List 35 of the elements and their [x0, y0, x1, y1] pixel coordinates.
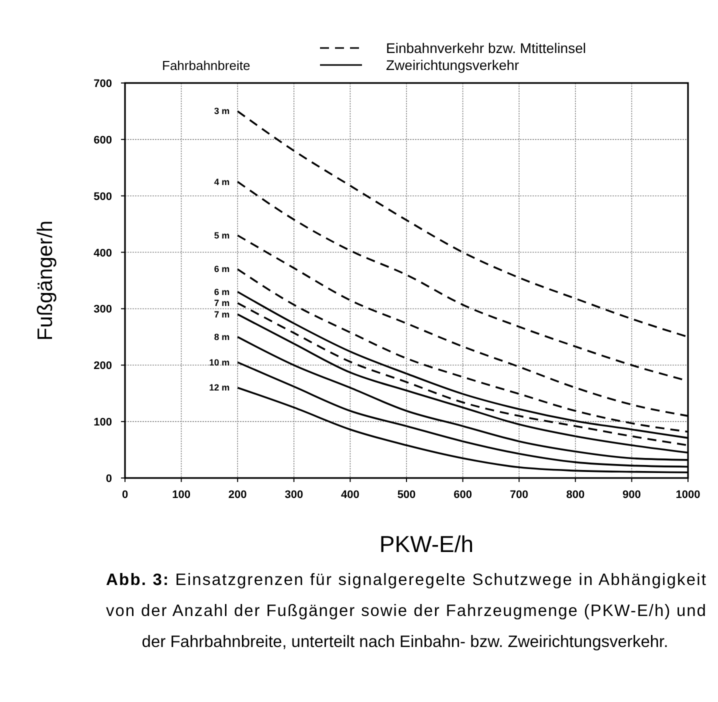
y-tick-label: 0 — [106, 473, 112, 485]
x-tick-label: 700 — [510, 489, 528, 501]
y-tick-label: 400 — [94, 247, 112, 260]
series-label: 5 m — [214, 230, 230, 240]
y-tick-label: 500 — [94, 190, 112, 203]
legend-title: Fahrbahnbreite — [162, 58, 250, 73]
text: Einbahnverkehr bzw. Mtittelinsel — [386, 40, 586, 56]
y-tick-label: 700 — [94, 78, 112, 90]
series-label: 7 m — [214, 309, 230, 320]
x-tick-label: 500 — [397, 489, 416, 501]
y-tick-label: 200 — [94, 360, 112, 372]
x-tick-label: 1000 — [676, 489, 700, 501]
x-tick-label: 300 — [284, 489, 304, 501]
series-label: 8 m — [214, 332, 230, 342]
x-axis-title: PKW-E/h — [379, 531, 474, 557]
series-label: 7 m — [214, 298, 230, 308]
y-axis-title: Fußgänger/h — [34, 220, 57, 341]
x-tick-label: 600 — [454, 489, 472, 501]
x-tick-label: 200 — [228, 489, 247, 501]
x-tick-label: 0 — [122, 489, 128, 501]
y-tick-label: 100 — [94, 416, 112, 429]
x-tick-label: 900 — [622, 489, 641, 501]
series-label: 12 m — [209, 382, 230, 393]
series-label: 6 m — [214, 264, 230, 274]
series-label: 3 m — [214, 106, 230, 116]
x-tick-label: 800 — [566, 489, 585, 501]
y-tick-label: 600 — [94, 134, 112, 146]
y-tick-label: 300 — [94, 304, 112, 316]
text: Zweirichtungsverkehr — [386, 57, 520, 73]
x-tick-label: 400 — [341, 489, 360, 501]
series-label: 6 m — [214, 286, 230, 297]
series-label: 10 m — [209, 357, 230, 368]
x-tick-label: 100 — [172, 489, 190, 501]
series-label: 4 m — [214, 176, 230, 187]
caption: Abb. 3: Einsatzgrenzen für signalgeregelte Schutzwege in Abhängigkeit von der Anzahl der Fußgänger sowie der Fahrzeugmenge (PKW-E/h) und der Fahrbahnbreite, unterteilt nach Einbahn- bzw. Zweirichtungsverkehr. — [106, 571, 706, 651]
